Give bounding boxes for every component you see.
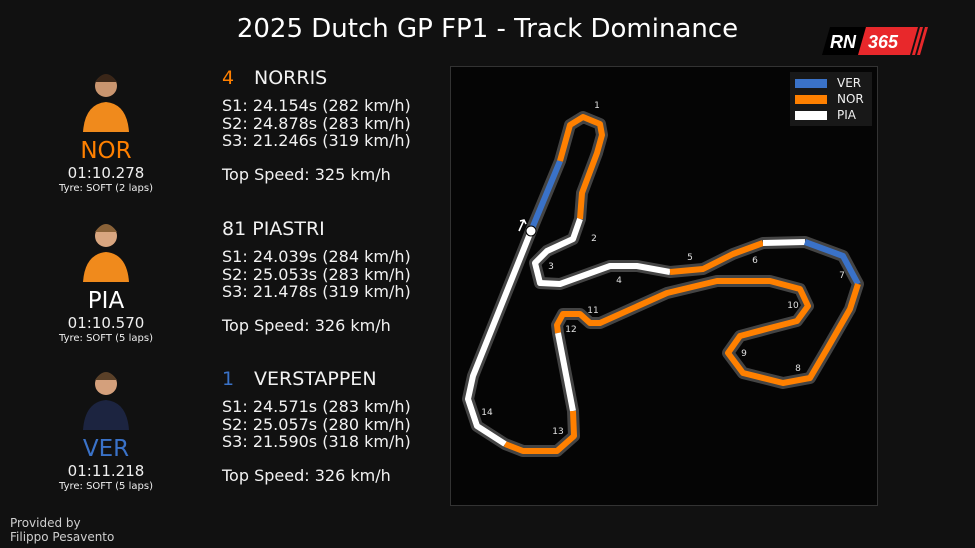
minisector-ver — [803, 239, 861, 286]
legend-swatch — [795, 94, 827, 104]
minisector-pia — [555, 332, 576, 412]
legend-label: NOR — [837, 92, 864, 106]
driver-code: VER — [82, 436, 130, 462]
svg-text:365: 365 — [868, 32, 899, 52]
sector-2: S2: 25.053s (283 km/h) — [222, 264, 411, 284]
driver-number: 81 — [222, 218, 247, 240]
corner-label: 2 — [591, 234, 597, 244]
driver-photo — [81, 68, 131, 132]
svg-text:RN: RN — [830, 32, 857, 52]
legend-item-pia: PIA — [795, 107, 867, 123]
driver-info-pia: 81 PIASTRI S1: 24.039s (284 km/h) S2: 25… — [222, 218, 411, 334]
start-finish-marker — [525, 225, 537, 237]
lap-time: 01:11.218 — [67, 462, 145, 480]
legend: VER NOR PIA — [790, 72, 872, 126]
credit: Provided by Filippo Pesavento — [10, 516, 114, 544]
legend-swatch — [795, 78, 827, 88]
corner-label: 13 — [552, 427, 563, 437]
corner-label: 4 — [616, 276, 622, 286]
top-speed: Top Speed: 325 km/h — [222, 164, 391, 184]
credit-line-1: Provided by — [10, 516, 81, 530]
top-speed: Top Speed: 326 km/h — [222, 465, 391, 485]
tyre-info: Tyre: SOFT (5 laps) — [59, 481, 153, 492]
driver-card-pia: PIA 01:10.570 Tyre: SOFT (5 laps) — [40, 218, 172, 346]
sector-3: S3: 21.246s (319 km/h) — [222, 131, 411, 150]
driver-name: VERSTAPPEN — [254, 368, 377, 390]
tyre-info: Tyre: SOFT (2 laps) — [59, 183, 153, 194]
driver-code: NOR — [80, 138, 132, 164]
corner-label: 9 — [741, 349, 747, 359]
corner-label: 12 — [565, 325, 576, 335]
driver-number: 4 — [222, 67, 235, 89]
legend-label: PIA — [837, 108, 856, 122]
driver-info-ver: 1 VERSTAPPEN S1: 24.571s (283 km/h) S2: 2… — [222, 368, 411, 484]
driver-photo — [81, 366, 131, 430]
minisector-nor — [557, 114, 605, 220]
chart-title: 2025 Dutch GP FP1 - Track Dominance — [236, 14, 739, 44]
legend-item-nor: NOR — [795, 91, 867, 107]
corner-label: 11 — [587, 306, 598, 316]
lap-time: 01:10.278 — [67, 164, 145, 182]
legend-swatch — [795, 110, 827, 120]
sector-1: S1: 24.039s (284 km/h) — [222, 247, 411, 266]
track-outline — [462, 111, 864, 457]
corner-label: 3 — [548, 262, 554, 272]
rn365-logo: RN 365 — [822, 27, 928, 55]
credit-line-2: Filippo Pesavento — [10, 530, 115, 544]
sector-3: S3: 21.478s (319 km/h) — [222, 282, 411, 301]
sector-2: S2: 25.057s (280 km/h) — [222, 414, 411, 434]
sector-1: S1: 24.154s (282 km/h) — [222, 96, 411, 115]
legend-item-ver: VER — [795, 75, 867, 91]
minisector-pia — [532, 218, 671, 287]
driver-photo — [81, 218, 131, 282]
minisector-nor — [554, 278, 861, 386]
driver-name: NORRIS — [254, 67, 328, 89]
driver-name: PIASTRI — [252, 218, 325, 240]
sector-2: S2: 24.878s (283 km/h) — [222, 113, 411, 133]
top-speed: Top Speed: 326 km/h — [222, 315, 391, 335]
driver-card-ver: VER 01:11.218 Tyre: SOFT (5 laps) — [40, 366, 172, 494]
legend-label: VER — [837, 76, 862, 90]
corner-label: 6 — [752, 256, 758, 266]
direction-arrow-icon — [518, 219, 527, 232]
sector-1: S1: 24.571s (283 km/h) — [222, 397, 411, 416]
corner-label: 5 — [687, 253, 693, 263]
driver-code: PIA — [87, 288, 125, 314]
driver-card-nor: NOR 01:10.278 Tyre: SOFT (2 laps) — [40, 68, 172, 196]
corner-label: 8 — [795, 364, 801, 374]
minisector-nor — [503, 410, 577, 454]
driver-info-nor: 4 NORRIS S1: 24.154s (282 km/h) S2: 24.87… — [222, 67, 411, 183]
tyre-info: Tyre: SOFT (5 laps) — [59, 333, 153, 344]
minisector-pia — [762, 239, 806, 246]
corner-label: 14 — [481, 408, 493, 418]
corner-label: 7 — [839, 271, 845, 281]
corner-label: 1 — [594, 101, 600, 111]
lap-time: 01:10.570 — [67, 314, 145, 332]
minisector-pia — [465, 229, 534, 447]
driver-number: 1 — [222, 368, 235, 390]
sector-3: S3: 21.590s (318 km/h) — [222, 432, 411, 451]
minisector-ver — [528, 159, 563, 233]
corner-label: 10 — [787, 301, 799, 311]
track-map-panel — [450, 66, 878, 506]
minisector-nor — [669, 240, 765, 275]
